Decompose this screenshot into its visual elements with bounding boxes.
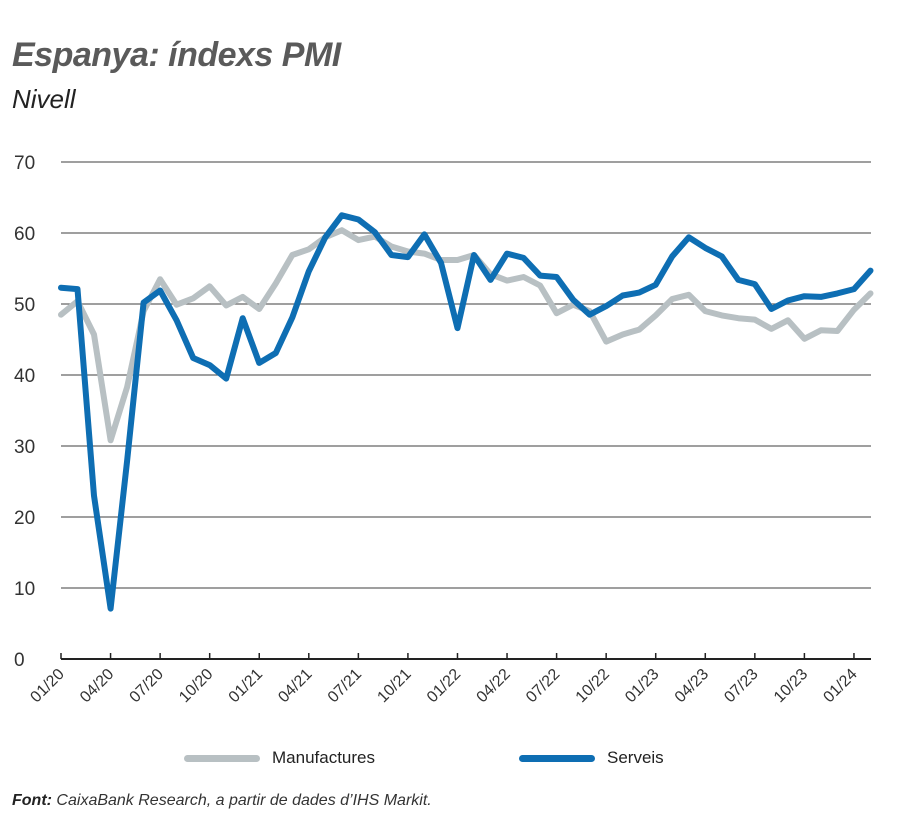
x-tick-label: 01/20 (27, 666, 67, 706)
x-tick-label: 04/21 (275, 666, 315, 706)
x-tick-label: 10/20 (176, 666, 216, 706)
legend-item-manufactures: Manufactures (184, 748, 375, 768)
y-tick-label: 20 (14, 508, 35, 529)
x-tick-label: 01/24 (820, 666, 860, 706)
x-tick-label: 01/21 (226, 666, 266, 706)
legend: Manufactures Serveis (0, 748, 900, 778)
legend-swatch-serveis (519, 754, 595, 762)
chart-subtitle: Nivell (12, 84, 76, 114)
y-tick-label: 0 (14, 650, 25, 671)
x-tick-label: 01/22 (424, 666, 464, 706)
source-note: Font: CaixaBank Research, a partir de da… (12, 792, 432, 810)
source-text: CaixaBank Research, a partir de dades d’… (51, 792, 432, 809)
y-tick-label: 70 (14, 153, 35, 174)
legend-swatch-manufactures (184, 754, 260, 762)
x-tick-label: 07/21 (325, 666, 365, 706)
x-tick-label: 04/22 (474, 666, 514, 706)
series-lines (58, 212, 874, 612)
x-tick-label: 10/22 (573, 666, 613, 706)
gridlines (61, 161, 871, 589)
x-tick-label: 07/20 (127, 666, 167, 706)
series-line-serveis (58, 212, 874, 612)
x-tick-label: 04/23 (672, 666, 712, 706)
source-label: Font: (12, 792, 52, 809)
x-tick-label: 10/23 (771, 666, 811, 706)
y-tick-label: 30 (14, 437, 35, 458)
y-axis-ticks: 0 10 20 30 40 50 60 70 (14, 153, 35, 671)
x-tick-label: 10/21 (374, 666, 414, 706)
y-tick-label: 40 (14, 366, 35, 387)
x-tick-label: 04/20 (77, 666, 117, 706)
series-line-manufactures (58, 227, 874, 444)
legend-label-serveis: Serveis (607, 748, 664, 767)
chart-title: Espanya: índexs PMI (12, 36, 341, 74)
y-tick-label: 10 (14, 579, 35, 600)
y-tick-label: 50 (14, 295, 35, 316)
legend-item-serveis: Serveis (519, 748, 664, 768)
y-tick-label: 60 (14, 224, 35, 245)
legend-label-manufactures: Manufactures (272, 748, 375, 767)
x-axis: 01/20 04/20 07/20 10/20 01/21 04/21 07/21 10/21… (27, 653, 871, 706)
x-tick-label: 01/23 (622, 666, 662, 706)
x-tick-label: 07/22 (523, 666, 563, 706)
x-tick-label: 07/23 (721, 666, 761, 706)
